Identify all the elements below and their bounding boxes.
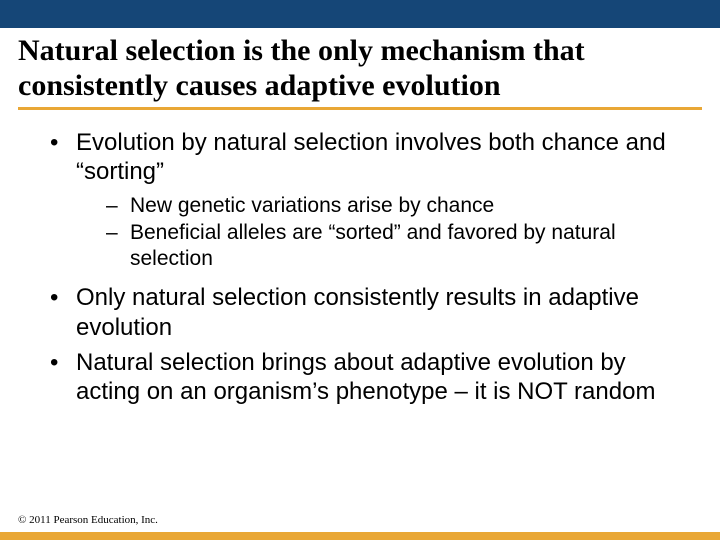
top-accent-bar — [0, 0, 720, 28]
content-area: Evolution by natural selection involves … — [0, 114, 720, 406]
bullet-level2: New genetic variations arise by chance — [130, 193, 690, 219]
spacer — [30, 273, 690, 283]
bullet-level2: Beneficial alleles are “sorted” and favo… — [130, 220, 690, 271]
bullet-level1: Only natural selection consistently resu… — [76, 283, 690, 342]
bullet-level1: Evolution by natural selection involves … — [76, 128, 690, 187]
slide-title: Natural selection is the only mechanism … — [18, 34, 702, 103]
copyright-footer: © 2011 Pearson Education, Inc. — [18, 514, 158, 526]
title-block: Natural selection is the only mechanism … — [0, 28, 720, 114]
bullet-level1: Natural selection brings about adaptive … — [76, 348, 690, 407]
bottom-accent-bar — [0, 532, 720, 540]
title-underline — [18, 107, 702, 110]
